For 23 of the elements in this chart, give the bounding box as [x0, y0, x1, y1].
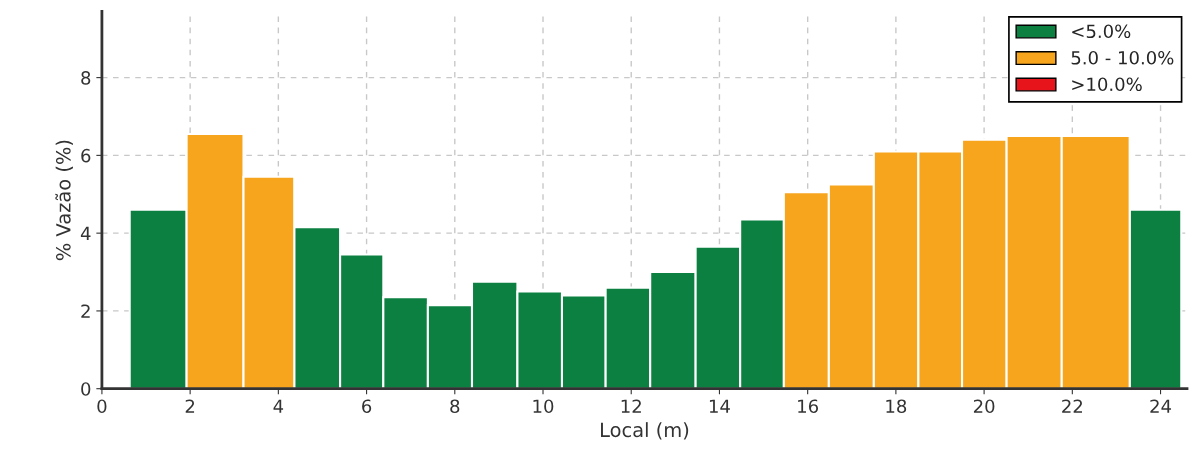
x-tick-label: 12: [621, 399, 641, 413]
x-tick-label: 22: [1062, 399, 1082, 413]
y-tick-label: 8: [81, 71, 91, 85]
x-tick-label: 20: [973, 399, 995, 414]
x-tick-label: 18: [886, 399, 907, 414]
y-tick-label: 4: [80, 226, 91, 241]
x-tick-label: 2: [185, 399, 195, 413]
x-axis-title: Local (m): [601, 422, 689, 440]
x-tick-label: 8: [450, 399, 460, 414]
legend-label: <5.0%: [1072, 24, 1131, 39]
x-tick-label: 16: [798, 399, 819, 414]
y-tick-label: 6: [81, 148, 91, 163]
y-tick-label: 0: [81, 382, 91, 396]
x-tick-label: 10: [533, 399, 554, 414]
x-tick-label: 4: [273, 399, 284, 413]
x-tick-label: 0: [97, 399, 107, 414]
y-axis-title: % Vazão (%): [55, 140, 73, 261]
legend-label: 5.0 - 10.0%: [1071, 50, 1174, 65]
x-tick-label: 24: [1150, 399, 1172, 413]
x-tick-label: 14: [709, 399, 730, 413]
x-tick-label: 6: [362, 399, 372, 414]
y-tick-label: 2: [81, 304, 90, 318]
annotation: >10.0%: [1072, 77, 1142, 92]
